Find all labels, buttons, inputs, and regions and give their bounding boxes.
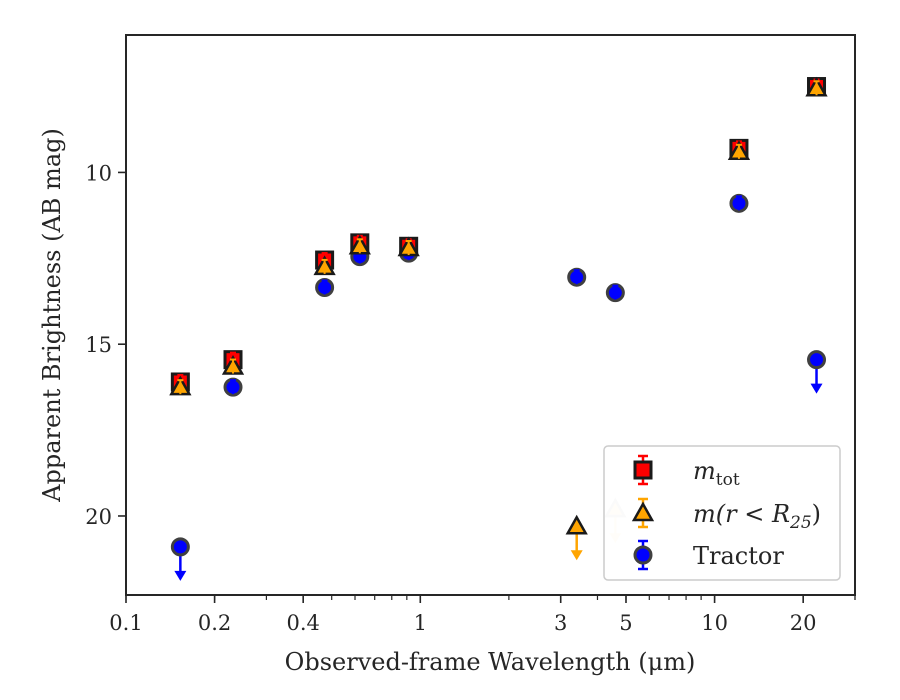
y-tick-label: 10 <box>85 161 112 185</box>
legend-label: Tractor <box>693 542 784 570</box>
x-tick-label: 20 <box>790 611 817 635</box>
y-axis-label: Apparent Brightness (AB mag) <box>38 128 66 503</box>
circle-marker <box>807 350 827 370</box>
x-tick-label: 0.4 <box>286 611 319 635</box>
data-point-circle <box>223 377 243 397</box>
legend-square-icon <box>633 460 653 480</box>
data-point-circle <box>605 283 625 303</box>
data-marks <box>169 76 828 581</box>
y-tick-label: 15 <box>85 333 112 357</box>
data-point-circle <box>807 350 827 394</box>
data-point-circle <box>315 278 335 298</box>
data-point-triangle <box>221 354 245 375</box>
data-point-circle <box>567 267 587 287</box>
data-point-triangle <box>348 234 371 255</box>
legend: mtot m(r < R25) Tractor <box>603 445 841 581</box>
data-point-circle <box>170 537 190 581</box>
axis-ticks: 0.1 0.2 0.4 1 3 5 10 20 10 15 20 <box>85 161 856 635</box>
x-tick-label: 0.1 <box>109 611 142 635</box>
y-tick-label: 20 <box>85 505 112 529</box>
x-tick-label: 1 <box>414 611 427 635</box>
legend-entry: mtot <box>633 454 740 490</box>
legend-triangle-icon <box>631 501 655 522</box>
data-point-triangle <box>169 375 192 396</box>
triangle-marker <box>565 514 588 535</box>
x-axis-label: Observed-frame Wavelength (μm) <box>285 648 696 676</box>
legend-label: mtot <box>693 457 740 490</box>
x-tick-label: 5 <box>619 611 632 635</box>
data-point-triangle <box>565 514 588 561</box>
data-point-circle <box>729 193 749 213</box>
x-tick-label: 10 <box>701 611 728 635</box>
legend-label: m(r < R25) <box>693 500 821 533</box>
data-point-triangle <box>397 236 420 257</box>
data-point-triangle <box>313 255 336 276</box>
data-point-triangle <box>805 76 828 97</box>
legend-circle-icon <box>633 545 653 565</box>
legend-box <box>603 445 841 581</box>
plot-frame <box>125 34 856 596</box>
x-tick-label: 0.2 <box>198 611 231 635</box>
x-tick-label: 3 <box>554 611 567 635</box>
circle-marker <box>170 537 190 557</box>
legend-entry: Tractor <box>633 539 784 571</box>
legend-entry: m(r < R25) <box>631 497 821 533</box>
data-point-triangle <box>727 140 751 161</box>
